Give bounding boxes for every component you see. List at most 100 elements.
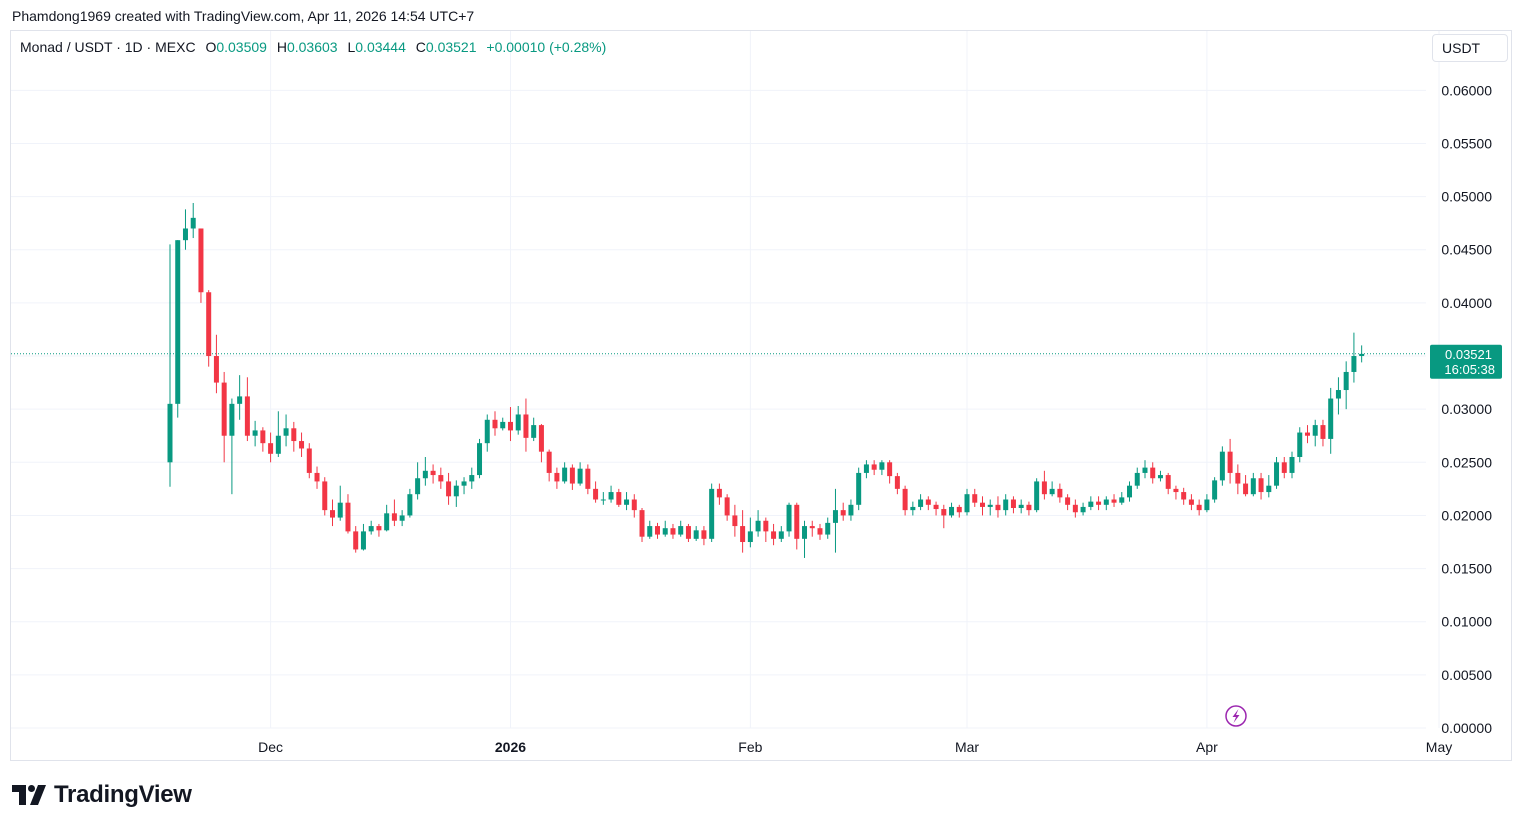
candle[interactable]	[291, 421, 297, 452]
candle[interactable]	[446, 472, 452, 505]
candle[interactable]	[422, 456, 428, 486]
currency-button[interactable]: USDT	[1432, 34, 1508, 62]
candle[interactable]	[879, 460, 885, 476]
candle[interactable]	[1026, 501, 1032, 516]
candle[interactable]	[275, 411, 281, 457]
candle[interactable]	[732, 504, 738, 537]
candle[interactable]	[763, 517, 769, 543]
candle[interactable]	[1266, 475, 1272, 498]
candle[interactable]	[314, 466, 320, 489]
candle[interactable]	[1274, 456, 1280, 489]
candle[interactable]	[415, 462, 421, 500]
candle[interactable]	[1328, 387, 1334, 454]
candle[interactable]	[368, 520, 374, 535]
candle[interactable]	[469, 467, 475, 489]
candle[interactable]	[531, 417, 537, 442]
candle[interactable]	[1049, 481, 1055, 497]
candle[interactable]	[802, 520, 808, 558]
candle[interactable]	[1304, 425, 1310, 444]
candle[interactable]	[894, 472, 900, 495]
tradingview-logo[interactable]: TradingView	[12, 780, 192, 810]
candle[interactable]	[902, 485, 908, 516]
candle[interactable]	[399, 510, 405, 527]
candle[interactable]	[569, 464, 575, 490]
candle[interactable]	[933, 501, 939, 516]
candle[interactable]	[329, 499, 335, 527]
candle[interactable]	[608, 485, 614, 503]
candle[interactable]	[1188, 494, 1194, 511]
candle[interactable]	[360, 523, 366, 551]
symbol-title[interactable]: Monad / USDT · 1D · MEXC	[20, 39, 196, 55]
candle[interactable]	[1003, 494, 1009, 516]
candle[interactable]	[778, 526, 784, 543]
candle[interactable]	[268, 432, 274, 463]
candle[interactable]	[376, 523, 382, 537]
candle[interactable]	[972, 488, 978, 507]
candle[interactable]	[1134, 467, 1140, 489]
candle[interactable]	[562, 462, 568, 484]
candle[interactable]	[887, 460, 893, 484]
candle[interactable]	[182, 209, 188, 250]
candle[interactable]	[709, 483, 715, 543]
candle[interactable]	[871, 460, 877, 476]
candle[interactable]	[1289, 451, 1295, 479]
candle[interactable]	[299, 432, 305, 457]
candle[interactable]	[175, 240, 181, 418]
candle[interactable]	[685, 523, 691, 543]
candle[interactable]	[600, 492, 606, 505]
candle[interactable]	[1041, 470, 1047, 500]
candle[interactable]	[786, 502, 792, 537]
candle[interactable]	[1072, 499, 1078, 518]
candle[interactable]	[809, 520, 815, 537]
candle[interactable]	[925, 496, 931, 511]
candle[interactable]	[755, 510, 761, 537]
candle[interactable]	[1165, 472, 1171, 495]
candle[interactable]	[817, 523, 823, 540]
candle[interactable]	[1359, 345, 1365, 363]
candle[interactable]	[500, 417, 506, 431]
candle[interactable]	[1312, 419, 1318, 447]
candle[interactable]	[546, 449, 552, 482]
candle[interactable]	[794, 502, 800, 550]
candle[interactable]	[167, 244, 173, 487]
lightning-bolt-icon[interactable]	[1225, 705, 1247, 727]
candle[interactable]	[1080, 502, 1086, 516]
candle[interactable]	[832, 488, 838, 553]
candle[interactable]	[391, 499, 397, 527]
candle[interactable]	[353, 526, 359, 553]
candle[interactable]	[1335, 377, 1341, 415]
candle[interactable]	[979, 496, 985, 516]
candle[interactable]	[740, 510, 746, 553]
candle[interactable]	[507, 407, 513, 442]
candle[interactable]	[384, 504, 390, 532]
candle[interactable]	[1034, 478, 1040, 513]
candle[interactable]	[221, 371, 227, 463]
candle[interactable]	[1351, 332, 1357, 383]
candle[interactable]	[825, 517, 831, 539]
candle[interactable]	[1250, 472, 1256, 497]
candle[interactable]	[206, 290, 212, 367]
candle[interactable]	[678, 520, 684, 537]
candle[interactable]	[585, 464, 591, 495]
candle[interactable]	[647, 520, 653, 539]
candle[interactable]	[229, 398, 235, 495]
candle[interactable]	[670, 523, 676, 539]
candle[interactable]	[1297, 427, 1303, 463]
candle[interactable]	[554, 467, 560, 489]
candle[interactable]	[484, 414, 490, 452]
candle[interactable]	[941, 504, 947, 529]
candle[interactable]	[1157, 470, 1163, 482]
candle[interactable]	[1235, 464, 1241, 495]
candle[interactable]	[1018, 499, 1024, 514]
candle[interactable]	[701, 526, 707, 546]
candle[interactable]	[461, 477, 467, 495]
candle[interactable]	[213, 334, 219, 394]
candle[interactable]	[190, 202, 196, 239]
candle[interactable]	[662, 520, 668, 537]
candle[interactable]	[1010, 496, 1016, 514]
candle[interactable]	[337, 485, 343, 521]
candle[interactable]	[949, 502, 955, 518]
candle[interactable]	[237, 375, 243, 420]
candle[interactable]	[1204, 494, 1210, 513]
